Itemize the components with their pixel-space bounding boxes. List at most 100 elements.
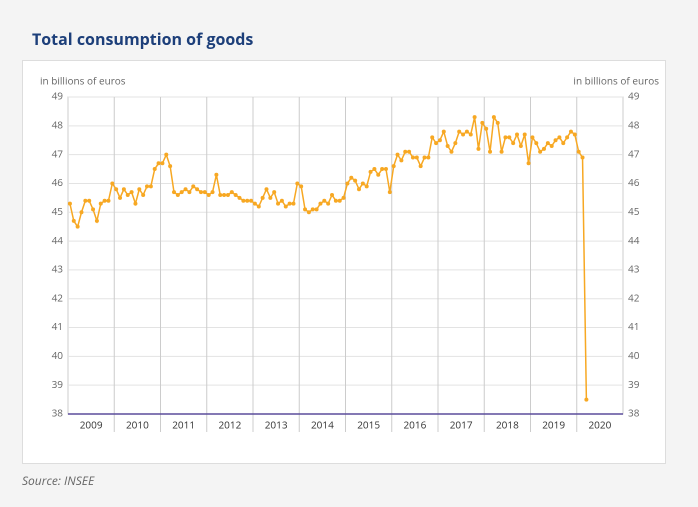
data-point [183, 187, 188, 192]
data-point [499, 149, 504, 154]
data-point [407, 149, 412, 154]
data-point [195, 187, 200, 192]
data-point [526, 161, 531, 166]
y-tick-label: 48 [52, 117, 64, 131]
data-point [187, 190, 192, 195]
data-point [237, 195, 242, 200]
data-point [403, 149, 408, 154]
data-point [349, 175, 354, 180]
data-point [202, 190, 207, 195]
data-point [214, 172, 219, 177]
data-point [353, 178, 358, 183]
data-point [330, 192, 335, 197]
data-point [557, 135, 562, 140]
data-point [268, 195, 273, 200]
y-tick-label: 46 [52, 175, 64, 189]
data-point [584, 397, 589, 402]
data-point [276, 201, 281, 206]
data-point [399, 158, 404, 163]
data-line [69, 115, 588, 400]
data-point [576, 149, 581, 154]
data-point [476, 146, 481, 151]
x-tick-label: 2011 [172, 418, 195, 432]
data-point [75, 224, 80, 229]
data-point [488, 149, 493, 154]
data-point [229, 190, 234, 195]
y-tick-label: 38 [52, 406, 64, 420]
data-point [83, 198, 88, 203]
data-point [252, 201, 257, 206]
y-tick-label: 44 [52, 233, 64, 247]
data-point [114, 187, 119, 192]
chart: in billions of euros in billions of euro… [40, 74, 659, 432]
data-point [102, 198, 107, 203]
data-point [164, 152, 169, 157]
data-point [87, 198, 92, 203]
data-point [364, 184, 369, 189]
data-point [295, 181, 300, 186]
data-point [387, 190, 392, 195]
data-point [218, 192, 223, 197]
data-point [522, 132, 527, 137]
data-point [171, 190, 176, 195]
x-tick-label: 2015 [357, 418, 380, 432]
y-tick-label: 40 [52, 348, 64, 362]
data-point [168, 164, 173, 169]
data-point [534, 141, 539, 146]
data-point [233, 192, 238, 197]
y2-tick-label: 43 [628, 262, 640, 276]
y2-tick-label: 41 [628, 319, 639, 333]
y2-tick-label: 49 [628, 89, 640, 103]
data-point [156, 161, 161, 166]
data-point [210, 190, 215, 195]
data-point [79, 210, 84, 215]
data-point [368, 169, 373, 174]
data-point [561, 141, 566, 146]
data-point [495, 120, 500, 125]
data-point [110, 181, 115, 186]
data-point [430, 135, 435, 140]
y-tick-label: 47 [52, 146, 64, 160]
data-point [480, 120, 485, 125]
data-point [515, 132, 520, 137]
data-point [580, 155, 585, 160]
data-point [437, 138, 442, 143]
data-point [376, 172, 381, 177]
x-tick-label: 2012 [218, 418, 241, 432]
y-tick-label: 49 [52, 89, 64, 103]
x-tick-label: 2009 [80, 418, 103, 432]
data-point [434, 141, 439, 146]
data-point [145, 184, 150, 189]
y2-tick-label: 47 [628, 146, 640, 160]
y2-tick-label: 40 [628, 348, 640, 362]
x-tick-label: 2016 [403, 418, 426, 432]
data-point [106, 198, 111, 203]
data-point [472, 115, 477, 120]
data-point [356, 187, 361, 192]
data-point [241, 198, 246, 203]
data-point [125, 192, 130, 197]
data-point [71, 218, 76, 223]
data-point [121, 187, 126, 192]
x-tick-label: 2018 [496, 418, 519, 432]
data-point [341, 195, 346, 200]
x-tick-label: 2013 [265, 418, 288, 432]
data-point [287, 201, 292, 206]
data-point [206, 192, 211, 197]
y2-tick-label: 39 [628, 377, 640, 391]
data-point [538, 149, 543, 154]
data-point [175, 192, 180, 197]
data-point [426, 155, 431, 160]
data-point [322, 198, 327, 203]
data-point [572, 132, 577, 137]
data-point [503, 135, 508, 140]
y2-tick-label: 42 [628, 290, 640, 304]
data-point [414, 155, 419, 160]
data-point [391, 164, 396, 169]
x-tick-label: 2014 [311, 418, 334, 432]
data-point [541, 146, 546, 151]
x-tick-label: 2010 [126, 418, 149, 432]
data-point [191, 184, 196, 189]
data-point [314, 207, 319, 212]
